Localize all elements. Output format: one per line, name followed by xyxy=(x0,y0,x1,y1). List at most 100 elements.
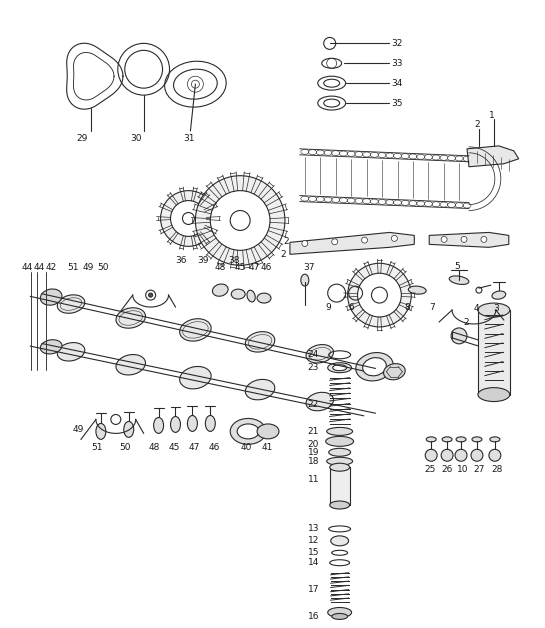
Polygon shape xyxy=(467,146,519,167)
Circle shape xyxy=(161,191,216,246)
Text: 50: 50 xyxy=(119,443,130,452)
Text: 19: 19 xyxy=(308,448,319,457)
Ellipse shape xyxy=(449,276,469,284)
Circle shape xyxy=(111,414,121,425)
Circle shape xyxy=(196,176,285,265)
Ellipse shape xyxy=(326,428,353,435)
Ellipse shape xyxy=(328,363,352,372)
Circle shape xyxy=(183,212,195,224)
Circle shape xyxy=(332,239,338,245)
Text: 32: 32 xyxy=(391,39,403,48)
Ellipse shape xyxy=(40,289,62,305)
Text: 37: 37 xyxy=(303,263,314,272)
Text: 23: 23 xyxy=(308,363,319,372)
Text: 33: 33 xyxy=(391,59,403,68)
Text: 39: 39 xyxy=(197,256,209,265)
Text: 44: 44 xyxy=(33,263,45,272)
Ellipse shape xyxy=(180,319,211,341)
Ellipse shape xyxy=(205,416,215,431)
Ellipse shape xyxy=(456,437,466,442)
Ellipse shape xyxy=(472,437,482,442)
Text: 15: 15 xyxy=(308,548,319,557)
Text: 7: 7 xyxy=(429,303,435,311)
Ellipse shape xyxy=(154,418,164,433)
Circle shape xyxy=(481,236,487,242)
Ellipse shape xyxy=(119,311,142,325)
Circle shape xyxy=(210,191,270,251)
Circle shape xyxy=(372,287,387,303)
Text: 36: 36 xyxy=(175,256,187,265)
Circle shape xyxy=(451,328,467,344)
Circle shape xyxy=(425,449,437,461)
Text: 49: 49 xyxy=(83,263,94,272)
Text: 31: 31 xyxy=(184,134,195,143)
Ellipse shape xyxy=(362,357,386,376)
Text: 44: 44 xyxy=(21,263,33,272)
Ellipse shape xyxy=(171,416,180,433)
Text: 47: 47 xyxy=(189,443,200,452)
Text: 8: 8 xyxy=(404,303,410,311)
Ellipse shape xyxy=(326,457,353,465)
Text: 48: 48 xyxy=(149,443,160,452)
Text: 49: 49 xyxy=(73,425,84,434)
Circle shape xyxy=(461,236,467,242)
Ellipse shape xyxy=(306,392,334,411)
Ellipse shape xyxy=(332,365,347,371)
Ellipse shape xyxy=(490,437,500,442)
Text: 21: 21 xyxy=(308,427,319,436)
Ellipse shape xyxy=(326,436,354,447)
Ellipse shape xyxy=(492,291,506,299)
Ellipse shape xyxy=(40,340,62,354)
Text: 3: 3 xyxy=(493,303,499,313)
Text: 17: 17 xyxy=(308,585,319,594)
Text: 46: 46 xyxy=(261,263,272,272)
Text: 5: 5 xyxy=(454,262,460,271)
Circle shape xyxy=(361,237,367,243)
Circle shape xyxy=(149,293,153,297)
Ellipse shape xyxy=(478,303,510,317)
Ellipse shape xyxy=(442,437,452,442)
Ellipse shape xyxy=(257,424,279,439)
Ellipse shape xyxy=(96,423,106,440)
Polygon shape xyxy=(290,232,414,254)
Text: 28: 28 xyxy=(491,465,502,474)
Ellipse shape xyxy=(249,335,272,349)
Text: 18: 18 xyxy=(308,457,319,466)
Ellipse shape xyxy=(180,367,211,389)
Text: 2: 2 xyxy=(280,250,286,259)
Polygon shape xyxy=(429,232,509,247)
Circle shape xyxy=(455,449,467,461)
Text: 16: 16 xyxy=(308,612,319,621)
Ellipse shape xyxy=(309,347,330,360)
Ellipse shape xyxy=(330,463,349,471)
Ellipse shape xyxy=(124,421,134,437)
Text: 20: 20 xyxy=(308,440,319,449)
Ellipse shape xyxy=(408,286,426,294)
Text: 35: 35 xyxy=(391,99,403,107)
Text: 13: 13 xyxy=(308,524,319,533)
Text: 34: 34 xyxy=(391,78,403,88)
Ellipse shape xyxy=(57,343,85,361)
Circle shape xyxy=(302,241,308,246)
Text: 51: 51 xyxy=(91,443,102,452)
Text: 30: 30 xyxy=(131,134,142,143)
Text: 38: 38 xyxy=(228,256,240,265)
Text: 1: 1 xyxy=(489,111,495,119)
Ellipse shape xyxy=(384,364,405,380)
Ellipse shape xyxy=(257,293,271,303)
Ellipse shape xyxy=(332,614,348,619)
Text: 50: 50 xyxy=(97,263,108,272)
Circle shape xyxy=(489,449,501,461)
Circle shape xyxy=(146,290,156,300)
Circle shape xyxy=(471,449,483,461)
Bar xyxy=(330,467,349,505)
Ellipse shape xyxy=(237,424,259,439)
Text: 2: 2 xyxy=(283,237,288,246)
Ellipse shape xyxy=(245,332,275,352)
Text: 6: 6 xyxy=(349,303,354,311)
Text: 2: 2 xyxy=(463,318,469,327)
Ellipse shape xyxy=(116,308,146,328)
Text: 22: 22 xyxy=(308,400,319,409)
Ellipse shape xyxy=(426,437,436,442)
Ellipse shape xyxy=(306,345,334,363)
